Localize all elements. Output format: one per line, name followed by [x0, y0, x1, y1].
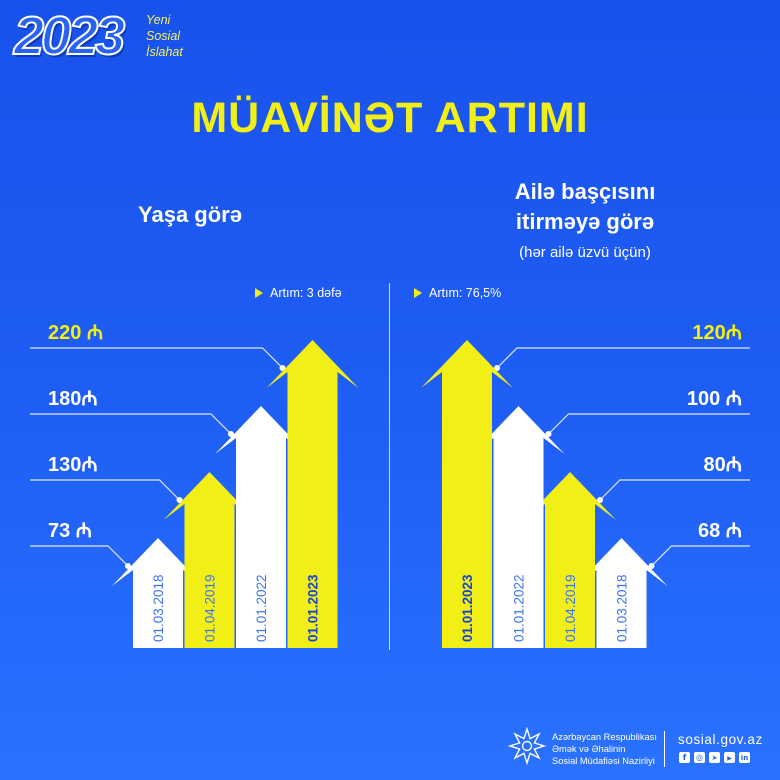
instagram-icon[interactable]: [694, 752, 705, 763]
survivor-chart-title: Ailə başçısını itirməyə görə: [480, 177, 690, 237]
ministry-name-line: Azərbaycan Respublikası: [552, 732, 657, 742]
value-label: 120₼: [692, 322, 742, 344]
date-label: 01.04.2019: [563, 574, 578, 642]
ministry-emblem-icon: [508, 727, 546, 765]
arrow-bar: [112, 538, 204, 648]
arrow-bar: [266, 340, 359, 648]
survivor-chart: 120₼ 100 ₼ 80₼ 68 ₼ 01.03.2018 01.04.2019 01.0…: [421, 322, 750, 648]
arrow-bar: [575, 538, 668, 648]
leader-line: [599, 479, 750, 501]
arrow-bar: [163, 472, 256, 648]
value-label: 130₼: [48, 454, 98, 476]
age-chart-title: Yaşa görə: [138, 202, 242, 227]
linkedin-icon[interactable]: [739, 752, 750, 763]
leader-dot: [125, 563, 131, 569]
ministry-name: Azərbaycan Respublikası Əmək və Əhalinin…: [552, 731, 657, 767]
growth-text: Artım: 3 dəfə: [270, 286, 342, 300]
date-label: 01.01.2022: [254, 574, 269, 642]
leader-line: [651, 545, 750, 567]
chart-divider: [389, 283, 390, 650]
leader-dot: [648, 563, 655, 569]
value-label: 100 ₼: [687, 388, 742, 410]
leader-line: [30, 413, 232, 435]
tagline-line: İslahat: [146, 45, 183, 59]
leader-line: [548, 413, 750, 435]
telegram-icon[interactable]: [709, 752, 720, 763]
ministry-name-line: Sosial Müdafiəsi Nazirliyi: [552, 756, 655, 766]
leader-dot: [494, 365, 500, 371]
leader-dot: [597, 497, 603, 503]
tagline-line: Sosial: [146, 29, 181, 43]
date-label: 01.03.2018: [151, 574, 166, 642]
value-label: 73 ₼: [48, 520, 92, 542]
leader-line: [30, 479, 180, 501]
arrow-bar: [421, 340, 513, 648]
website-link[interactable]: sosial.gov.az: [678, 732, 763, 747]
brand-year-logo: 2023: [13, 5, 126, 67]
growth-text: Artım: 76,5%: [429, 286, 502, 300]
value-label: 80₼: [704, 454, 742, 476]
social-icons: [679, 752, 750, 763]
date-label: 01.04.2019: [203, 574, 218, 642]
date-label: 01.01.2022: [512, 574, 527, 642]
triangle-bullet-icon: [414, 288, 422, 298]
youtube-icon[interactable]: [724, 752, 735, 763]
arrow-bar: [215, 406, 307, 648]
age-chart-growth-note: Artım: 3 dəfə: [255, 285, 342, 301]
survivor-chart-growth-note: Artım: 76,5%: [414, 285, 501, 301]
leader-dot: [228, 431, 234, 437]
leader-line: [30, 347, 283, 369]
leader-dot: [545, 431, 552, 437]
arrow-bar: [472, 406, 565, 648]
leader-dot: [279, 365, 286, 371]
ministry-name-line: Əmək və Əhalinin: [552, 744, 626, 754]
value-label: 180₼: [48, 388, 98, 410]
value-label: 220 ₼: [48, 322, 103, 344]
date-label: 01.03.2018: [615, 574, 630, 642]
footer-divider: [664, 731, 665, 767]
leader-line: [496, 347, 750, 369]
value-label: 68 ₼: [698, 520, 742, 542]
tagline-line: Yeni: [146, 13, 171, 27]
age-chart: 73 ₼ 130₼ 180₼ 220 ₼ 01.03.2018 01.04.2019 01.…: [30, 322, 359, 648]
leader-dot: [176, 497, 183, 503]
triangle-bullet-icon: [255, 288, 263, 298]
arrow-bar: [524, 472, 616, 648]
facebook-icon[interactable]: [679, 752, 690, 763]
survivor-chart-subtitle: (hər ailə üzvü üçün): [519, 244, 651, 261]
survivor-chart-title-line: Ailə başçısını: [514, 179, 656, 204]
leader-line: [30, 545, 129, 567]
brand-tagline: Yeni Sosial İslahat: [146, 12, 183, 60]
date-label: 01.01.2023: [306, 574, 321, 642]
date-label: 01.01.2023: [460, 574, 475, 642]
survivor-chart-title-line: itirməyə görə: [515, 209, 655, 234]
page-title: MÜAVİNƏT ARTIMI: [191, 94, 589, 142]
